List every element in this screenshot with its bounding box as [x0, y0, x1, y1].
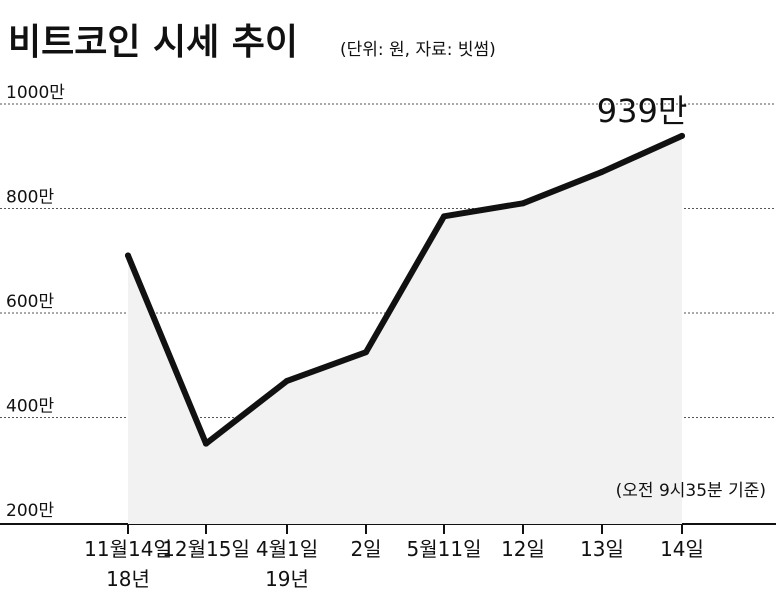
x-tick-label: 2일 — [350, 537, 381, 561]
data-point — [441, 213, 447, 220]
x-tick-label: 12월15일 — [162, 537, 250, 561]
data-point — [520, 200, 526, 207]
x-tick-label: 13일 — [580, 537, 624, 561]
data-point — [679, 132, 685, 139]
y-tick-label: 600만 — [6, 292, 54, 312]
x-tick-label: 5월11일 — [407, 537, 482, 561]
unit-source-label: (단위: 원, 자료: 빗썸) — [340, 40, 496, 60]
y-tick-label: 400만 — [6, 397, 54, 417]
x-tick-label: 4월1일 — [256, 537, 318, 561]
x-axis-ticks: 11월14일 18년 12월15일 4월1일 19년 2일 5월11일 12일 13일 14일 — [84, 524, 704, 591]
time-note: (오전 9시35분 기준) — [616, 481, 766, 501]
x-tick-label: 19년 — [265, 567, 309, 591]
data-point — [284, 377, 290, 384]
x-tick-label: 14일 — [660, 537, 704, 561]
data-point — [125, 252, 131, 259]
price-line — [125, 132, 685, 447]
y-axis-ticks: 200만 400만 600만 800만 1000만 — [6, 83, 65, 521]
chart-title: 비트코인 시세 추이 — [8, 22, 298, 63]
y-tick-label: 1000만 — [6, 83, 65, 103]
data-point — [203, 440, 209, 447]
y-tick-label: 200만 — [6, 501, 54, 521]
data-point — [599, 168, 605, 175]
last-value-label: 939만 — [597, 92, 688, 130]
area-fill — [128, 135, 682, 524]
x-tick-label: 18년 — [106, 567, 150, 591]
series-line — [125, 132, 685, 447]
area-fill-shape — [128, 135, 682, 524]
x-tick-label: 12일 — [501, 537, 545, 561]
x-tick-label: 11월14일 — [84, 537, 172, 561]
y-tick-label: 800만 — [6, 188, 54, 208]
data-point — [363, 349, 369, 356]
